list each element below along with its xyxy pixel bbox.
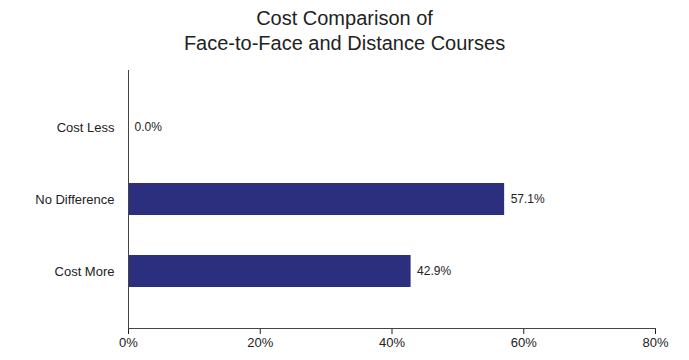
svg-text:57.1%: 57.1% <box>511 192 545 206</box>
svg-text:No Difference: No Difference <box>35 192 114 207</box>
svg-text:60%: 60% <box>511 335 537 350</box>
svg-text:Cost More: Cost More <box>55 264 115 279</box>
svg-text:0.0%: 0.0% <box>135 120 163 134</box>
svg-text:80%: 80% <box>642 335 668 350</box>
svg-text:0%: 0% <box>119 335 138 350</box>
svg-text:40%: 40% <box>379 335 405 350</box>
svg-text:Cost Less: Cost Less <box>57 120 115 135</box>
svg-text:20%: 20% <box>247 335 273 350</box>
svg-text:42.9%: 42.9% <box>417 264 451 278</box>
html-text:Cost Comparison of Face-to-Fac: Cost Comparison of Face-to-Face and Dist… <box>183 7 506 54</box>
